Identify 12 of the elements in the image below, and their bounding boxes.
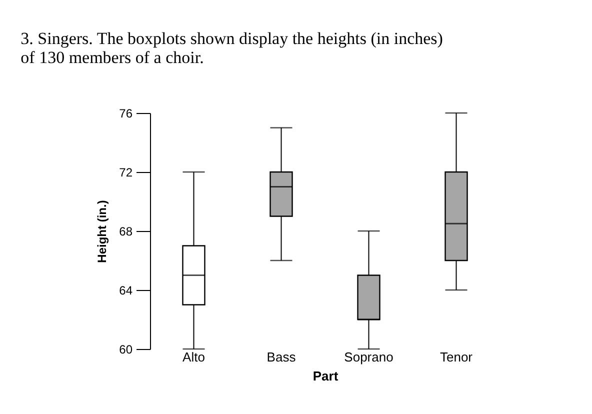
x-tick-label: Tenor [440, 350, 474, 364]
y-tick-label: 64 [119, 284, 133, 298]
x-axis-title: Part [312, 368, 339, 384]
chart-title: 3. Singers. The boxplots shown display the heights (in inches) of 130 members of a choir. [20, 29, 443, 67]
x-tick-label: Alto [182, 350, 205, 364]
y-tick-label: 76 [119, 106, 133, 120]
x-tick-label: Bass [266, 350, 296, 364]
y-tick-label: 60 [119, 342, 133, 356]
y-axis-title: Height (in.) [95, 200, 110, 263]
x-tick-label: Soprano [344, 350, 394, 364]
y-tick-label: 68 [119, 224, 133, 238]
y-tick-label: 72 [119, 166, 133, 180]
